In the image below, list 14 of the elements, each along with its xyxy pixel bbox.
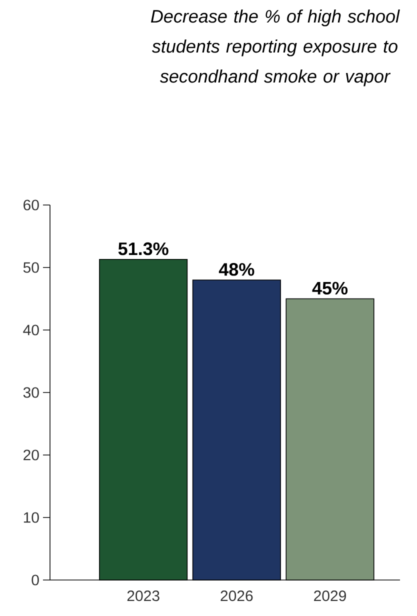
x-tick-label: 2026 <box>220 590 253 602</box>
data-label: 51.3% <box>118 242 168 256</box>
y-tick-label: 0 <box>32 574 39 586</box>
y-tick-label: 10 <box>24 512 39 523</box>
x-tick-label: 2023 <box>127 590 160 602</box>
data-label: 48% <box>218 263 254 276</box>
y-tick-label: 60 <box>24 200 39 210</box>
y-tick-label: 30 <box>23 387 39 398</box>
y-tick-label: 50 <box>23 262 39 273</box>
y-tick-label: 40 <box>23 324 39 336</box>
data-label: 45% <box>312 282 348 295</box>
y-tick-label: 20 <box>24 450 39 460</box>
chart-title: Decrease the % of high school students reporting exposure to secondhand smoke or vapor <box>150 10 400 86</box>
x-tick-label: 2029 <box>314 590 346 602</box>
